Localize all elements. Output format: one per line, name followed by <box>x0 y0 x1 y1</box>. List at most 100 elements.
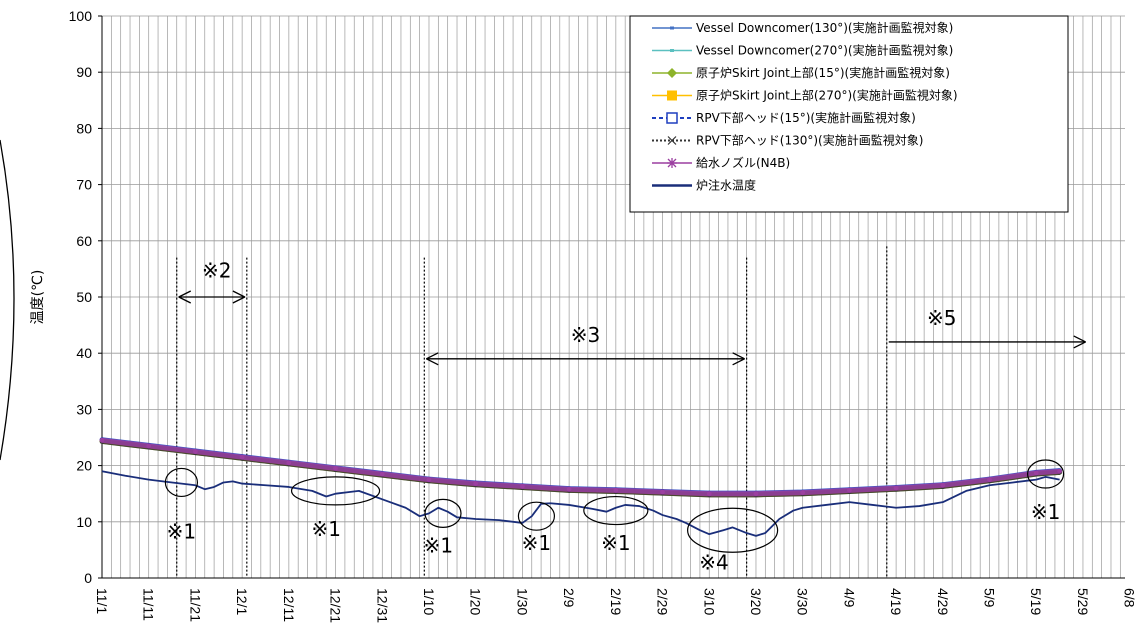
arrow-head-right <box>1073 335 1086 349</box>
ellipse-annotation: ※1 <box>517 501 556 555</box>
x-tick-label: 6/8 <box>1122 588 1135 608</box>
x-tick-label: 2/29 <box>655 588 671 615</box>
data-point <box>146 443 152 449</box>
legend-label: 原子炉Skirt Joint上部(270°)(実施計画監視対象) <box>696 88 958 103</box>
x-tick-label: 12/11 <box>281 588 297 622</box>
y-tick-label: 0 <box>84 570 92 586</box>
x-tick-label: 1/10 <box>421 588 437 615</box>
data-point <box>239 454 245 460</box>
arrow-head-left <box>426 352 439 366</box>
legend-item: 原子炉Skirt Joint上部(15°)(実施計画監視対象) <box>652 65 950 80</box>
x-tick-label: 3/10 <box>701 588 717 615</box>
callout-ellipse <box>1026 459 1065 489</box>
callout-ellipse <box>517 501 556 531</box>
y-tick-label: 30 <box>76 401 92 417</box>
series-line <box>101 437 1060 497</box>
y-tick-label: 90 <box>76 64 92 80</box>
legend-item: 炉注水温度 <box>652 178 756 193</box>
legend-item: Vessel Downcomer(270°)(実施計画監視対象) <box>652 43 953 58</box>
arrow-head-right <box>232 290 246 304</box>
legend-marker <box>666 112 678 124</box>
callout-label: ※1 <box>1031 500 1060 524</box>
x-tick-label: 11/21 <box>187 588 203 622</box>
arrow-head-left <box>178 290 192 304</box>
x-tick-label: 5/19 <box>1028 588 1044 615</box>
y-tick-label: 100 <box>69 8 93 24</box>
range-annotation-label: ※3 <box>571 323 600 347</box>
callout-ellipse <box>583 495 649 526</box>
range-annotation: ※2 <box>176 257 248 578</box>
legend-item: 原子炉Skirt Joint上部(270°)(実施計画監視対象) <box>652 88 958 103</box>
x-tick-label: 3/20 <box>748 588 764 615</box>
data-point <box>660 489 665 495</box>
legend-box <box>629 15 1069 213</box>
legend-label: RPV下部ヘッド(130°)(実施計画監視対象) <box>696 133 923 148</box>
series-lines <box>99 437 1063 537</box>
data-point <box>99 437 105 443</box>
x-tick-label: 2/19 <box>608 588 624 615</box>
y-tick-label: 40 <box>76 345 92 361</box>
x-tick-label: 1/30 <box>514 588 530 615</box>
callout-label: ※1 <box>424 534 453 558</box>
legend-marker <box>670 26 674 30</box>
data-point <box>426 477 432 483</box>
legend-marker <box>667 68 677 78</box>
x-tick-label: 11/1 <box>94 588 110 614</box>
callout-label: ※4 <box>699 551 728 575</box>
x-tick-label: 5/29 <box>1075 588 1091 615</box>
data-point <box>566 486 572 492</box>
legend-label: Vessel Downcomer(270°)(実施計画監視対象) <box>696 43 953 58</box>
x-tick-label: 4/9 <box>841 588 857 608</box>
y-tick-label: 20 <box>76 458 92 474</box>
data-point <box>800 490 806 495</box>
data-point <box>987 477 992 483</box>
legend-marker <box>667 90 677 101</box>
y-tick-label: 70 <box>76 177 92 193</box>
x-tick-label: 3/30 <box>795 588 811 615</box>
x-tick-label: 12/1 <box>234 588 250 615</box>
legend: Vessel Downcomer(130°)(実施計画監視対象) Vessel D… <box>629 15 1069 213</box>
data-point <box>893 485 899 491</box>
legend-marker <box>670 49 674 52</box>
range-annotation-label: ※5 <box>927 306 956 330</box>
data-point <box>613 487 619 493</box>
legend-item: 給水ノズル(N4B) <box>652 155 790 170</box>
data-point <box>286 460 292 466</box>
y-tick-label: 50 <box>76 289 92 305</box>
callout-label: ※1 <box>601 531 630 555</box>
data-point <box>1033 470 1039 476</box>
y-tick-label: 60 <box>76 233 92 249</box>
range-annotation: ※5 <box>886 246 1086 578</box>
callout-label: ※1 <box>522 531 551 555</box>
data-point <box>520 483 525 489</box>
x-tick-label: 1/20 <box>468 588 484 615</box>
legend-label: 原子炉Skirt Joint上部(15°)(実施計画監視対象) <box>696 65 950 80</box>
callout-ellipse <box>424 498 462 528</box>
left-edge-arc <box>0 139 15 461</box>
x-tick-label: 4/19 <box>888 588 904 615</box>
callout-label: ※1 <box>311 517 340 541</box>
arrow-head-right <box>732 352 745 366</box>
x-tick-label: 2/9 <box>561 588 577 608</box>
callout-ellipse <box>687 507 779 553</box>
data-point <box>846 487 852 493</box>
legend-item: RPV下部ヘッド(130°)(実施計画監視対象) <box>652 133 923 148</box>
legend-item: RPV下部ヘッド(15°)(実施計画監視対象) <box>652 110 916 125</box>
y-tick-label: 10 <box>76 514 92 530</box>
ellipse-annotation: ※1 <box>424 498 462 558</box>
ellipse-annotation: ※4 <box>687 507 779 575</box>
range-annotation-label: ※2 <box>202 258 231 282</box>
data-point <box>706 491 712 497</box>
data-point <box>1057 468 1063 474</box>
x-tick-label: 11/11 <box>141 588 157 621</box>
ellipse-annotation: ※1 <box>164 467 199 544</box>
legend-marker <box>667 136 677 145</box>
legend-label: RPV下部ヘッド(15°)(実施計画監視対象) <box>696 110 916 125</box>
legend-marker <box>667 158 677 168</box>
data-point <box>379 471 385 477</box>
range-annotation: ※3 <box>423 257 748 578</box>
data-point <box>473 481 479 486</box>
y-tick-label: 80 <box>76 120 92 136</box>
